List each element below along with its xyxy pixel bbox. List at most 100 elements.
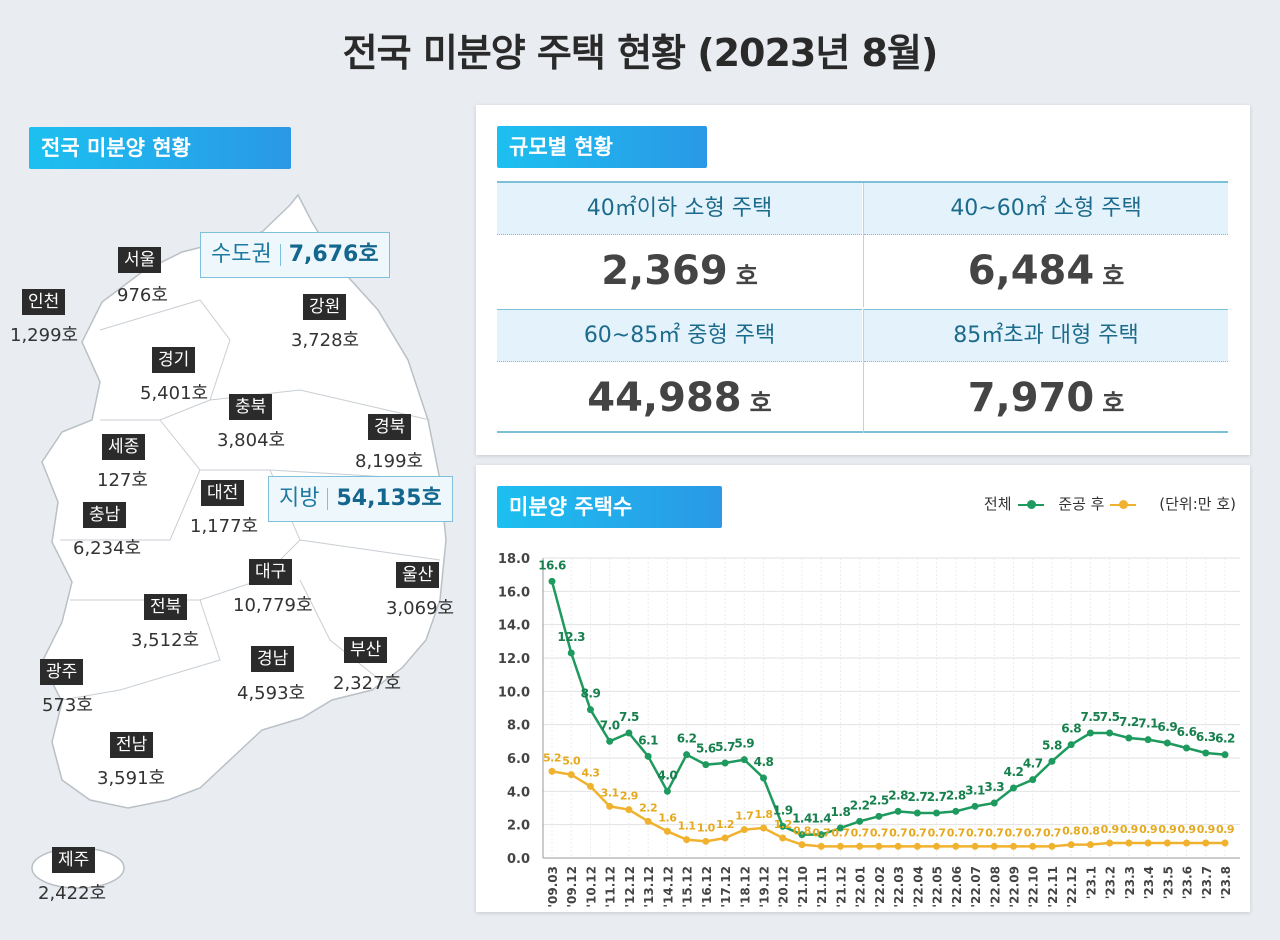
data-label: 0.7 [1004,826,1022,839]
x-tick-label: '22.07 [969,866,983,908]
data-label: 0.7 [1024,826,1042,839]
data-point [1183,744,1191,752]
data-label: 7.5 [619,710,639,724]
legend-total-marker [1017,499,1044,509]
data-label: 7.1 [1138,717,1158,731]
x-tick-label: '21.11 [815,866,829,908]
data-point [1144,736,1152,744]
x-tick-label: '17.12 [719,866,733,908]
data-label: 0.8 [793,825,811,838]
data-point [779,834,787,842]
x-tick-label: '12.12 [623,866,637,908]
data-point [779,822,787,830]
data-point [625,806,633,814]
data-point [1221,839,1229,847]
x-tick-label: '22.10 [1027,866,1041,908]
data-label: 4.2 [1004,765,1024,779]
size-cell-small-40: 40㎡이하 소형 주택 2,369 호 [497,183,862,307]
data-label: 5.2 [543,751,561,764]
x-tick-label: '23.5 [1161,866,1175,899]
data-point [683,751,691,759]
data-label: 0.7 [812,826,830,839]
x-tick-label: '22.04 [911,866,925,908]
x-tick-label: '23.6 [1181,866,1195,899]
data-point [1125,734,1133,742]
data-point [1009,784,1017,792]
data-point [1125,839,1133,847]
data-point [1009,842,1017,850]
data-label: 6.9 [1157,720,1177,734]
data-point [1106,729,1114,737]
data-point [933,842,941,850]
y-tick-label: 8.0 [507,719,530,734]
y-tick-label: 2.0 [507,819,530,834]
data-label: 0.7 [870,826,888,839]
data-point [836,824,844,832]
data-point [606,802,614,810]
data-point [1163,839,1171,847]
size-cell-small-60: 40~60㎡ 소형 주택 6,484 호 [863,183,1228,307]
data-point [1029,842,1037,850]
x-tick-label: '23.4 [1142,866,1156,899]
x-tick-label: '22.09 [1007,866,1021,908]
data-point [760,824,768,832]
size-section-badge: 규모별 현황 [497,126,707,168]
data-point [1163,739,1171,747]
data-label: 2.7 [927,790,947,804]
y-tick-label: 6.0 [507,752,530,767]
y-tick-label: 18.0 [498,552,530,567]
data-label: 1.2 [774,818,792,831]
data-label: 0.9 [1101,823,1119,836]
data-label: 0.9 [1197,823,1215,836]
data-point [1086,729,1094,737]
x-tick-label: '22.03 [892,866,906,908]
korea-map [0,180,470,920]
data-label: 0.9 [1139,823,1157,836]
data-label: 1.8 [831,805,851,819]
data-point [798,831,806,839]
x-tick-label: '23.1 [1084,866,1098,899]
capital-area-summary: 수도권 7,676호 [200,232,390,278]
data-point [856,842,864,850]
data-label: 1.7 [735,810,753,823]
data-point [760,774,768,782]
data-label: 1.8 [755,808,773,821]
data-label: 6.2 [1215,732,1235,746]
data-point [817,842,825,850]
chart-section-badge: 미분양 주택수 [497,486,722,528]
data-label: 0.8 [1081,825,1099,838]
data-label: 0.7 [966,826,984,839]
data-label: 0.7 [928,826,946,839]
x-tick-label: '11.12 [604,866,618,908]
data-label: 0.9 [1178,823,1196,836]
data-point [952,807,960,815]
data-point [1106,839,1114,847]
y-tick-label: 4.0 [507,785,530,800]
y-tick-label: 0.0 [507,852,530,867]
data-point [1048,842,1056,850]
data-point [721,834,729,842]
data-label: 7.2 [1119,715,1139,729]
x-tick-label: '09.03 [546,866,560,908]
data-label: 0.7 [947,826,965,839]
data-point [740,756,748,764]
data-label: 5.7 [715,740,735,754]
data-label: 1.4 [811,812,831,826]
data-point [740,826,748,834]
data-label: 1.9 [773,803,793,817]
x-tick-label: '22.02 [873,866,887,908]
data-point [1202,749,1210,757]
data-point [836,842,844,850]
data-point [1067,841,1075,849]
data-label: 7.0 [600,718,620,732]
data-point [913,809,921,817]
data-point [1048,757,1056,765]
data-label: 16.6 [538,558,566,572]
data-label: 6.2 [677,732,697,746]
data-label: 1.1 [678,820,696,833]
data-label: 2.2 [850,798,870,812]
data-point [971,842,979,850]
data-point [1202,839,1210,847]
data-point [933,809,941,817]
data-point [894,807,902,815]
